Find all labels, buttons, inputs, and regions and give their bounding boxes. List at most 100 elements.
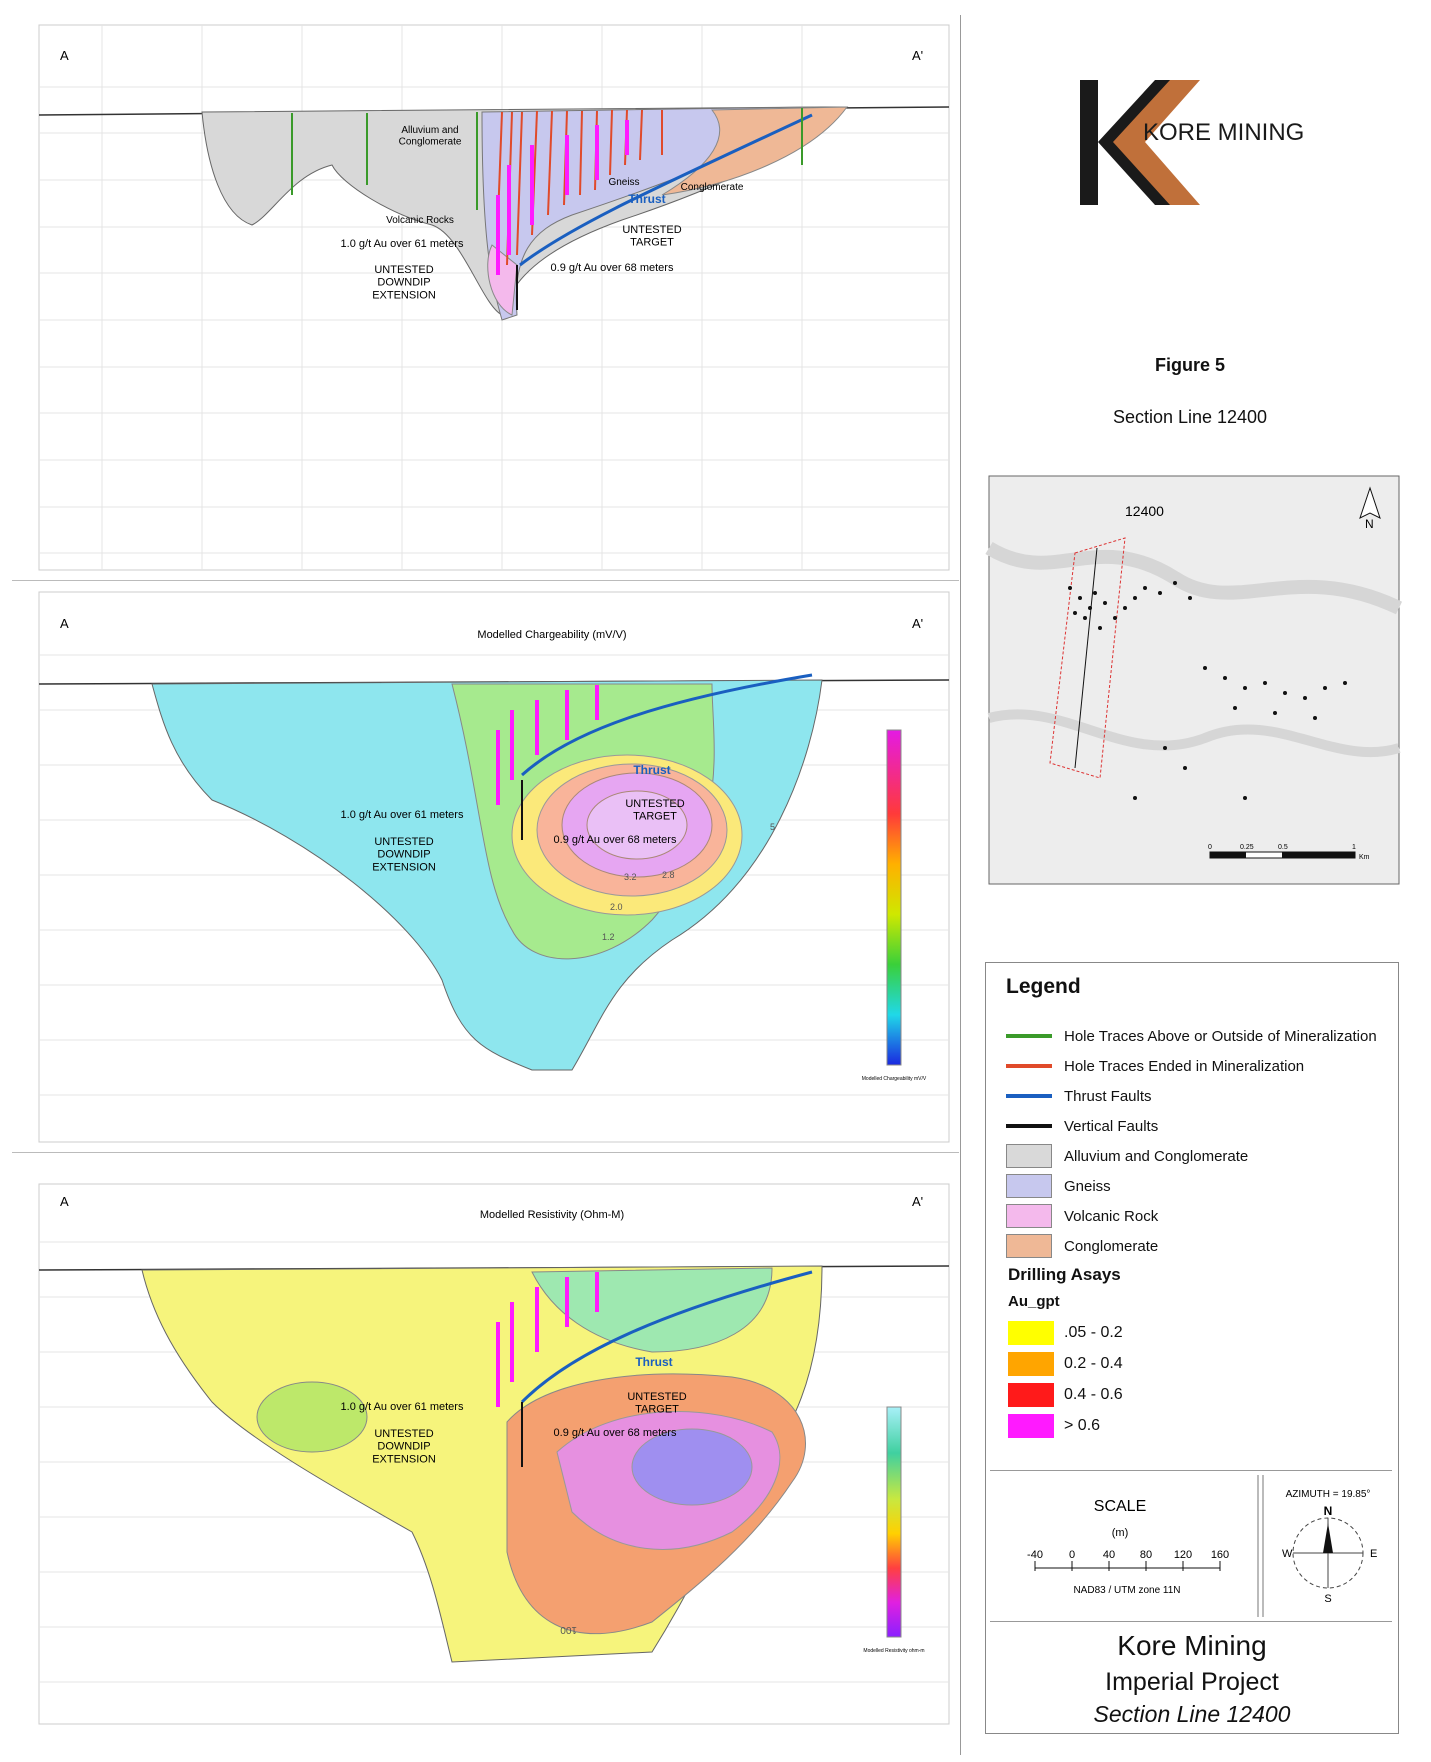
azimuth-label: AZIMUTH = 19.85° xyxy=(1286,1489,1371,1500)
conglomerate-label: Conglomerate xyxy=(681,182,744,193)
compass-s: S xyxy=(1324,1593,1331,1605)
scale-title: SCALE xyxy=(1094,1498,1146,1515)
contour-label: 5 xyxy=(770,822,775,832)
geology-section-panel: A A' Alluvium and Conglomerate Gneiss Con… xyxy=(12,15,959,581)
chargeability-section: A A' Modelled Chargeability (mV/V) Thrus… xyxy=(38,591,950,1143)
legend-label: Volcanic Rock xyxy=(1064,1207,1159,1225)
contour-label: 100 xyxy=(560,1624,577,1635)
assay-item: .05 - 0.2 xyxy=(1008,1320,1123,1346)
scale-tick: 40 xyxy=(1103,1549,1115,1561)
contour-label: 3.2 xyxy=(624,872,637,882)
intercept-1-label: 1.0 g/t Au over 61 meters xyxy=(341,238,464,250)
map-scale-unit: Km xyxy=(1359,854,1370,861)
section-label-a-prime: A' xyxy=(912,1194,923,1209)
scale-block: SCALE (m) -40 0 40 80 120 160 NAD83 / UT… xyxy=(990,1470,1392,1622)
scale-tick: 0 xyxy=(1069,1549,1075,1561)
resistivity-section-panel: A A' Modelled Resistivity (Ohm-M) Thrust… xyxy=(12,1152,959,1730)
untested-target-label: UNTESTED TARGET xyxy=(622,224,681,249)
gneiss-swatch xyxy=(1006,1174,1052,1198)
legend-label: Hole Traces Ended in Mineralization xyxy=(1064,1057,1305,1075)
blue-line-swatch xyxy=(1006,1094,1052,1098)
figure-title: Figure 5 xyxy=(1154,355,1225,375)
north-arrow-icon xyxy=(1359,486,1381,519)
section-label-a-prime: A' xyxy=(912,616,923,631)
drillhole-collars xyxy=(1068,581,1347,800)
legend-item: Hole Traces Ended in Mineralization xyxy=(1006,1053,1304,1079)
resistivity-section: A A' Modelled Resistivity (Ohm-M) Thrust… xyxy=(38,1183,950,1725)
intercept-2-label: 0.9 g/t Au over 68 meters xyxy=(554,1427,677,1439)
chargeability-section-panel: A A' Modelled Chargeability (mV/V) Thrus… xyxy=(12,580,959,1153)
legend-label: Gneiss xyxy=(1064,1177,1111,1195)
scale-tick: 160 xyxy=(1211,1549,1229,1561)
assay-item: 0.4 - 0.6 xyxy=(1008,1382,1123,1408)
legend-title: Legend xyxy=(1006,975,1081,998)
downdip-label: UNTESTED DOWNDIP EXTENSION xyxy=(372,1428,436,1465)
datum-label: NAD83 / UTM zone 11N xyxy=(1073,1585,1180,1596)
assay-intervals xyxy=(496,1272,599,1407)
thrust-fault-line xyxy=(520,1270,813,1404)
chargeability-core xyxy=(586,790,688,860)
assay-swatch xyxy=(1008,1352,1054,1376)
resistivity-title: Modelled Resistivity (Ohm-M) xyxy=(480,1209,624,1221)
resistivity-colorbar xyxy=(886,1406,902,1638)
downdip-label: UNTESTED DOWNDIP EXTENSION xyxy=(372,264,436,301)
contour-label: 1.2 xyxy=(602,932,615,942)
chargeability-title: Modelled Chargeability (mV/V) xyxy=(477,629,626,641)
assays-subtitle: Au_gpt xyxy=(1008,1293,1060,1310)
assay-swatch xyxy=(1008,1321,1054,1345)
assay-intervals xyxy=(496,120,629,275)
geology-section: A A' Alluvium and Conglomerate Gneiss Con… xyxy=(38,24,950,571)
company-name: Kore Mining xyxy=(1117,1630,1267,1661)
legend-label: Alluvium and Conglomerate xyxy=(1064,1147,1249,1165)
scale-tick: -40 xyxy=(1027,1549,1043,1561)
alluvium-label: Alluvium and Conglomerate xyxy=(399,125,462,148)
thrust-label: Thrust xyxy=(635,1355,672,1369)
assay-label: 0.2 - 0.4 xyxy=(1064,1355,1123,1372)
volcanic-swatch xyxy=(1006,1204,1052,1228)
assays-title: Drilling Asays xyxy=(1008,1265,1121,1284)
colorbar-label: Modelled Resistivity ohm-m xyxy=(863,1648,924,1654)
assay-swatch xyxy=(1008,1383,1054,1407)
location-map: 12400 N 0 0.25 0.5 1 Km xyxy=(975,468,1405,893)
legend-label: Thrust Faults xyxy=(1064,1087,1152,1105)
contour-label: 2.8 xyxy=(662,870,675,880)
resistivity-low-zone xyxy=(256,1381,368,1453)
legend-item: Alluvium and Conglomerate xyxy=(1006,1143,1248,1169)
resistivity-core xyxy=(631,1428,753,1506)
vertical-divider xyxy=(960,15,961,1755)
map-section-label: 12400 xyxy=(1125,503,1164,519)
volcanic-unit xyxy=(487,244,518,316)
legend-item: Vertical Faults xyxy=(1006,1113,1158,1139)
compass-e: E xyxy=(1370,1548,1377,1560)
intercept-2-label: 0.9 g/t Au over 68 meters xyxy=(551,262,674,274)
untested-target-label: UNTESTED TARGET xyxy=(627,1391,686,1416)
legend-label: Conglomerate xyxy=(1064,1237,1159,1255)
map-scale-tick: 0.5 xyxy=(1278,844,1288,851)
compass-needle-icon xyxy=(1323,1523,1333,1553)
scale-tick: 80 xyxy=(1140,1549,1152,1561)
scale-unit: (m) xyxy=(1112,1527,1129,1539)
thrust-label: Thrust xyxy=(628,192,665,206)
legend-item: Volcanic Rock xyxy=(1006,1203,1158,1229)
conglomerate-unit xyxy=(661,106,849,196)
section-label-a-prime: A' xyxy=(912,48,923,63)
chargeability-colorbar xyxy=(886,729,902,1066)
assay-intervals xyxy=(496,685,599,805)
project-name: Imperial Project xyxy=(1105,1668,1279,1696)
hole-traces-outside xyxy=(291,108,803,210)
colorbar-label: Modelled Chargeability mV/V xyxy=(862,1076,927,1082)
intercept-1-label: 1.0 g/t Au over 61 meters xyxy=(341,809,464,821)
red-line-swatch xyxy=(1006,1064,1052,1068)
section-label-a: A xyxy=(60,616,69,631)
map-scale-tick: 1 xyxy=(1352,844,1356,851)
resistivity-high-shallow xyxy=(531,1267,773,1353)
legend-label: Hole Traces Above or Outside of Minerali… xyxy=(1064,1027,1377,1045)
black-line-swatch xyxy=(1006,1124,1052,1128)
downdip-label: UNTESTED DOWNDIP EXTENSION xyxy=(372,836,436,873)
gneiss-label: Gneiss xyxy=(608,177,639,188)
title-block: Kore Mining Imperial Project Section Lin… xyxy=(986,1618,1398,1728)
section-label-a: A xyxy=(60,1194,69,1209)
map-scale-tick: 0 xyxy=(1208,844,1212,851)
figure-subtitle: Section Line 12400 xyxy=(1112,407,1268,427)
thrust-fault-line xyxy=(519,113,813,267)
